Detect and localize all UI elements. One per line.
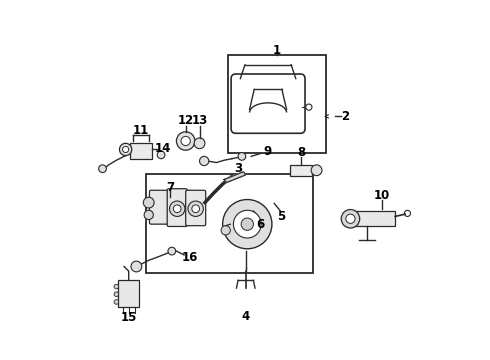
Bar <box>130 143 152 159</box>
Circle shape <box>114 300 119 304</box>
Circle shape <box>114 292 119 297</box>
Text: 2: 2 <box>341 110 349 123</box>
Text: 1: 1 <box>272 44 281 57</box>
Bar <box>146 174 314 273</box>
Circle shape <box>311 165 322 176</box>
Circle shape <box>170 201 185 216</box>
Text: 4: 4 <box>242 310 250 323</box>
Circle shape <box>144 210 153 220</box>
Circle shape <box>233 210 261 238</box>
Bar <box>291 165 312 176</box>
Circle shape <box>176 132 195 150</box>
FancyBboxPatch shape <box>186 190 206 226</box>
Bar <box>350 211 395 226</box>
Text: 3: 3 <box>234 162 242 175</box>
Text: 10: 10 <box>374 189 390 202</box>
Circle shape <box>221 226 230 235</box>
Bar <box>228 55 326 153</box>
FancyBboxPatch shape <box>231 74 305 133</box>
Text: 6: 6 <box>256 218 265 231</box>
Circle shape <box>181 136 190 145</box>
Polygon shape <box>224 172 245 183</box>
Circle shape <box>114 284 119 289</box>
Text: 12: 12 <box>177 114 194 127</box>
Circle shape <box>144 197 154 208</box>
FancyBboxPatch shape <box>149 190 168 224</box>
Circle shape <box>222 199 272 249</box>
Text: 9: 9 <box>263 145 271 158</box>
Circle shape <box>120 143 132 156</box>
Circle shape <box>173 205 181 213</box>
Bar <box>118 280 140 307</box>
Circle shape <box>131 261 142 272</box>
Circle shape <box>98 165 106 172</box>
Circle shape <box>192 205 199 213</box>
Circle shape <box>241 218 253 230</box>
Text: 7: 7 <box>166 181 174 194</box>
Circle shape <box>157 151 165 159</box>
Circle shape <box>306 104 312 110</box>
Circle shape <box>194 138 205 149</box>
Text: 16: 16 <box>181 251 197 264</box>
Circle shape <box>238 153 246 160</box>
Text: 14: 14 <box>155 142 172 155</box>
Text: 8: 8 <box>297 146 305 159</box>
Text: 5: 5 <box>277 210 285 223</box>
Circle shape <box>122 147 129 153</box>
Circle shape <box>346 214 355 223</box>
Circle shape <box>188 201 203 216</box>
Text: 13: 13 <box>192 114 208 127</box>
Circle shape <box>199 156 209 166</box>
Text: 11: 11 <box>133 124 149 137</box>
Circle shape <box>341 210 360 228</box>
FancyBboxPatch shape <box>167 189 187 226</box>
Text: 15: 15 <box>121 311 137 324</box>
Circle shape <box>168 247 175 255</box>
